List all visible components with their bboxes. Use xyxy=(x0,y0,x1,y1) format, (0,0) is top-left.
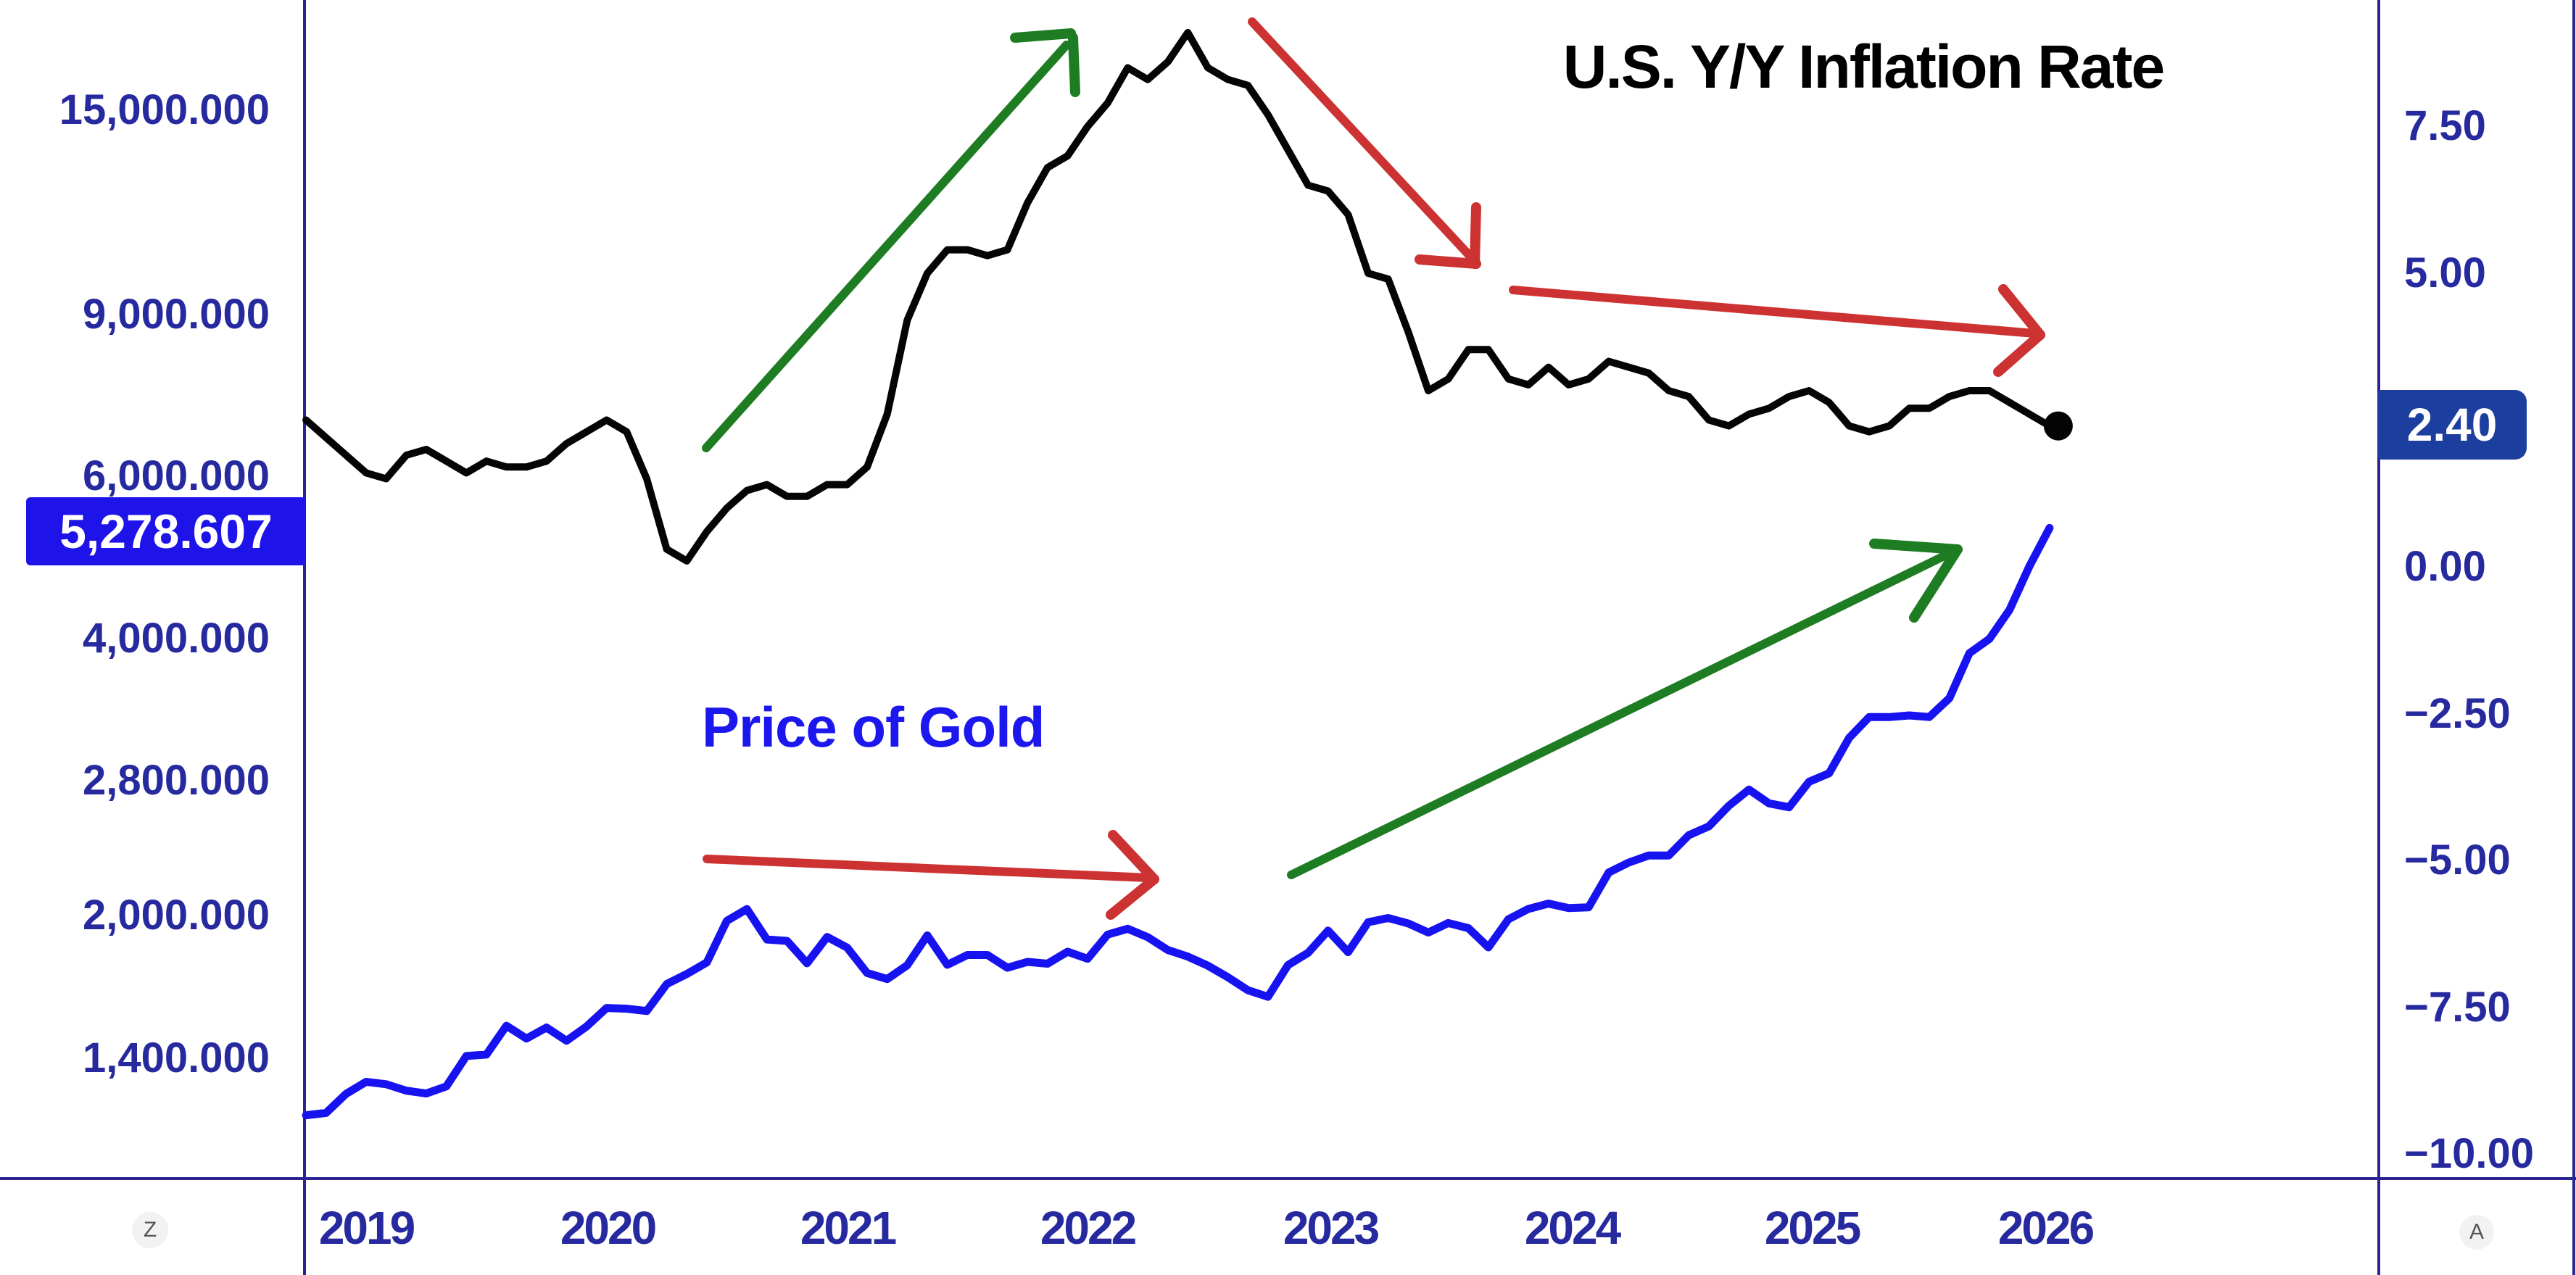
year-label: 2024 xyxy=(1524,1202,1621,1254)
year-label: 2025 xyxy=(1764,1202,1861,1254)
inflation-fall-arrow-head xyxy=(1470,202,1481,269)
left-tick: 9,000.000 xyxy=(82,291,270,338)
inflation-rise-arrow xyxy=(702,41,1071,452)
left-tick: 6,000.000 xyxy=(82,452,270,499)
right-tick: −7.50 xyxy=(2404,984,2511,1031)
gold-rise-arrow-head xyxy=(1869,539,1963,555)
gold-series-label: Price of Gold xyxy=(702,695,1045,759)
gold-flat-arrow-head xyxy=(1106,874,1159,920)
left-tick: 1,400.000 xyxy=(82,1034,270,1081)
chart-title: U.S. Y/Y Inflation Rate xyxy=(1562,33,2165,101)
left-tick: 4,000.000 xyxy=(82,615,270,662)
left-tick: 2,000.000 xyxy=(82,892,270,939)
year-label: 2019 xyxy=(318,1202,415,1254)
year-label: 2021 xyxy=(800,1202,897,1254)
right-tick: −5.00 xyxy=(2404,836,2511,884)
gold-rise-arrow xyxy=(1287,545,1962,879)
zoom-button[interactable]: Z xyxy=(132,1212,168,1248)
inflation-line xyxy=(302,28,2053,565)
year-label: 2022 xyxy=(1040,1202,1137,1254)
year-label: 2026 xyxy=(1997,1202,2095,1254)
inflation-endpoint-dot xyxy=(2043,411,2073,441)
inflation-last-price-box: 2.40 xyxy=(2377,390,2527,460)
gold-line xyxy=(302,523,2054,1120)
inflation-flat-arrow-head xyxy=(1998,284,2045,340)
right-tick: 7.50 xyxy=(2404,102,2486,149)
left-tick: 15,000.000 xyxy=(59,86,270,133)
inflation-fall-arrow-head xyxy=(1415,254,1481,269)
right-tick: −2.50 xyxy=(2404,690,2511,737)
right-tick: 0.00 xyxy=(2404,543,2486,590)
right-tick: −10.00 xyxy=(2404,1130,2535,1177)
auto-scale-button[interactable]: A xyxy=(2459,1215,2494,1250)
year-label: 2020 xyxy=(560,1202,657,1254)
inflation-fall-arrow xyxy=(1248,17,1476,262)
inflation-flat-arrow xyxy=(1509,286,2039,338)
left-tick: 2,800.000 xyxy=(82,757,270,804)
year-label: 2023 xyxy=(1283,1202,1380,1254)
inflation-flat-arrow-head xyxy=(1993,330,2045,377)
gold-last-price-box: 5,278.607 xyxy=(26,497,306,565)
gold-flat-arrow xyxy=(703,855,1153,882)
right-tick: 5.00 xyxy=(2404,249,2486,296)
gold-rise-arrow-head xyxy=(1909,544,1963,623)
inflation-rise-arrow-head xyxy=(1010,28,1076,43)
inflation-rise-arrow-head xyxy=(1068,33,1080,97)
gold-flat-arrow-head xyxy=(1108,830,1159,884)
